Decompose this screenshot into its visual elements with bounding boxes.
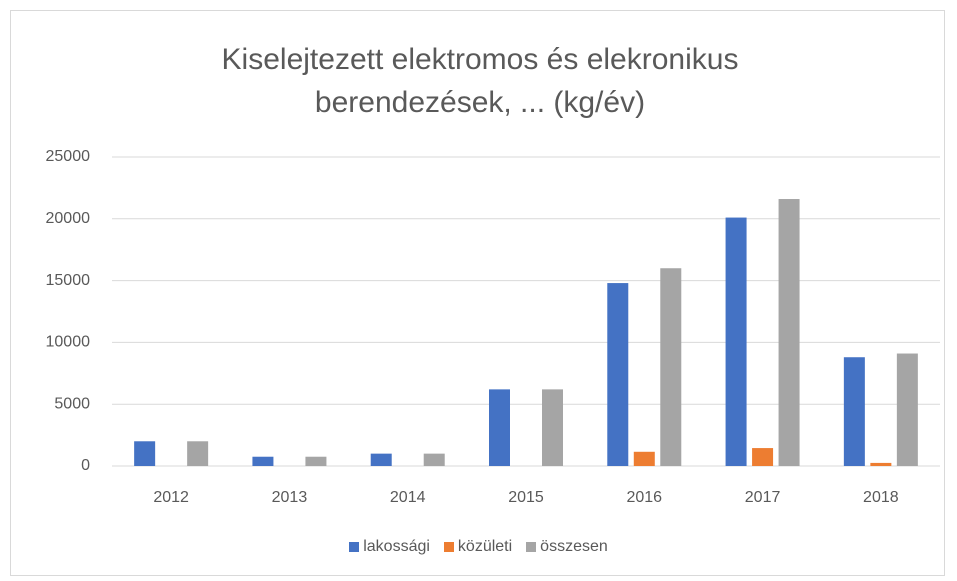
bar: [778, 199, 800, 467]
x-tick-label: 2016: [626, 489, 662, 506]
bar: [870, 462, 892, 466]
chart-border: [10, 10, 945, 576]
y-tick-label: 10000: [46, 334, 91, 351]
bar: [489, 389, 510, 466]
bar: [752, 448, 774, 466]
y-tick-label: 25000: [46, 148, 91, 165]
bar: [607, 283, 629, 466]
bar: [633, 451, 655, 466]
y-tick-label: 0: [81, 457, 90, 474]
x-tick-label: 2013: [272, 489, 308, 506]
x-tick-label: 2017: [745, 489, 781, 506]
bar: [252, 456, 274, 466]
x-tick-label: 2015: [508, 489, 544, 506]
bar: [423, 453, 445, 466]
legend-label: közületi: [457, 538, 513, 555]
legend-label: összesen: [540, 538, 608, 555]
bar: [725, 217, 747, 466]
legend: lakossági közületi összesen: [0, 538, 957, 556]
legend-swatch: [443, 542, 454, 552]
legend-item: közületi: [443, 538, 513, 556]
bar: [542, 389, 563, 466]
bar: [660, 268, 682, 466]
y-tick-label: 5000: [54, 395, 90, 412]
legend-item: lakossági: [349, 538, 430, 556]
x-tick-label: 2012: [153, 489, 189, 506]
x-tick-label: 2018: [863, 489, 899, 506]
bar: [370, 453, 392, 466]
legend-item: összesen: [526, 538, 608, 556]
bar: [134, 441, 156, 466]
legend-swatch: [526, 542, 537, 552]
y-tick-label: 20000: [46, 210, 91, 227]
bar: [896, 353, 918, 466]
x-tick-label: 2014: [390, 489, 426, 506]
bar: [187, 441, 209, 466]
legend-swatch: [349, 542, 360, 552]
y-tick-label: 15000: [46, 272, 91, 289]
legend-label: lakossági: [363, 538, 430, 555]
bar: [843, 357, 865, 466]
bar: [305, 456, 327, 466]
chart-title: Kiselejtezett elektromos és elekronikus …: [221, 43, 739, 119]
